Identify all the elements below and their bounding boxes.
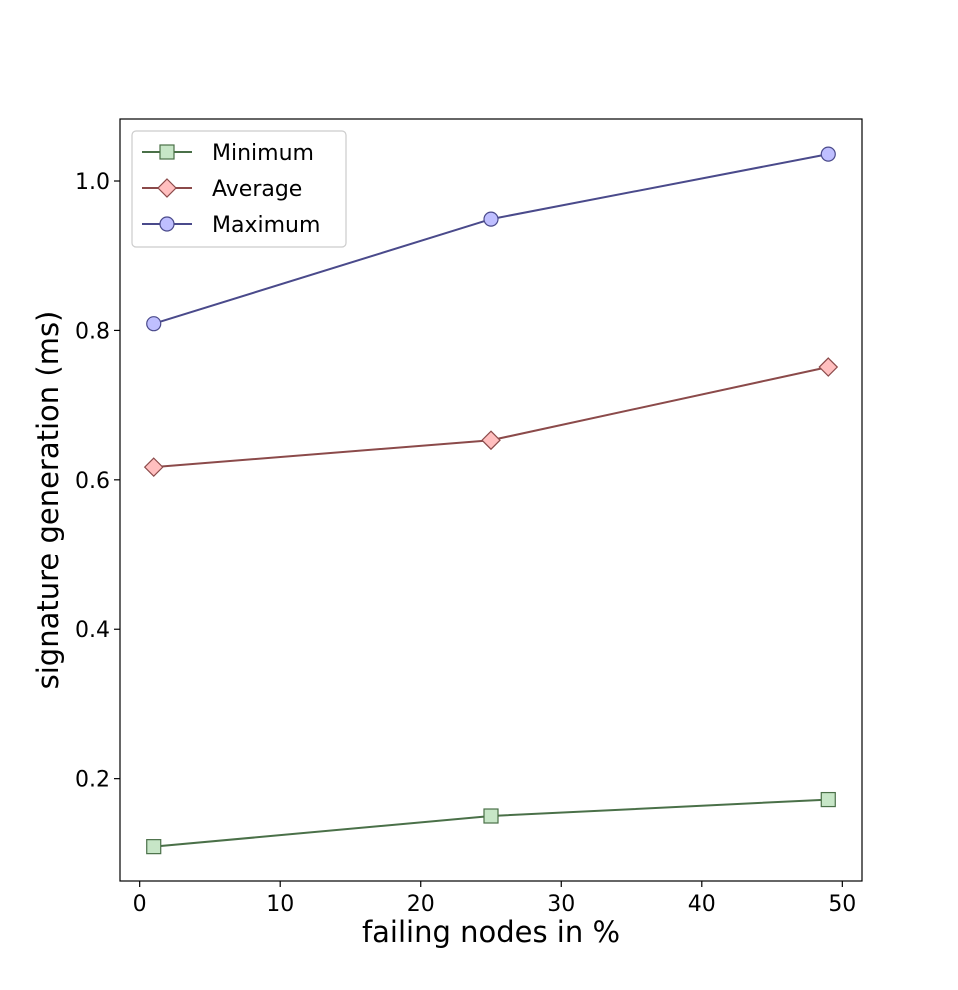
x-tick-label: 0 bbox=[133, 892, 147, 917]
legend: Minimum Average Maximum bbox=[132, 131, 346, 247]
y-tick-label: 0.4 bbox=[75, 618, 110, 643]
data-point-minimum bbox=[147, 840, 161, 854]
x-tick-label: 30 bbox=[547, 892, 575, 917]
data-point-maximum bbox=[821, 147, 835, 161]
x-axis-label: failing nodes in % bbox=[362, 915, 620, 949]
data-point-maximum bbox=[484, 212, 498, 226]
x-tick-label: 20 bbox=[407, 892, 435, 917]
data-point-minimum bbox=[821, 793, 835, 807]
data-point-maximum bbox=[147, 317, 161, 331]
y-tick-label: 0.2 bbox=[75, 768, 110, 793]
y-tick-label: 0.8 bbox=[75, 319, 110, 344]
y-axis-label: signature generation (ms) bbox=[31, 311, 65, 690]
y-tick-label: 1.0 bbox=[75, 170, 110, 195]
x-axis: 0 10 20 30 40 50 bbox=[133, 881, 857, 917]
y-axis: 0.2 0.4 0.6 0.8 1.0 bbox=[75, 170, 120, 793]
legend-label: Average bbox=[212, 177, 302, 202]
legend-marker-maximum bbox=[160, 217, 174, 231]
y-tick-label: 0.6 bbox=[75, 469, 110, 494]
legend-label: Maximum bbox=[212, 213, 320, 238]
legend-marker-minimum bbox=[160, 145, 174, 159]
legend-label: Minimum bbox=[212, 141, 314, 166]
x-tick-label: 40 bbox=[688, 892, 716, 917]
data-point-minimum bbox=[484, 809, 498, 823]
x-tick-label: 10 bbox=[266, 892, 294, 917]
x-tick-label: 50 bbox=[828, 892, 856, 917]
